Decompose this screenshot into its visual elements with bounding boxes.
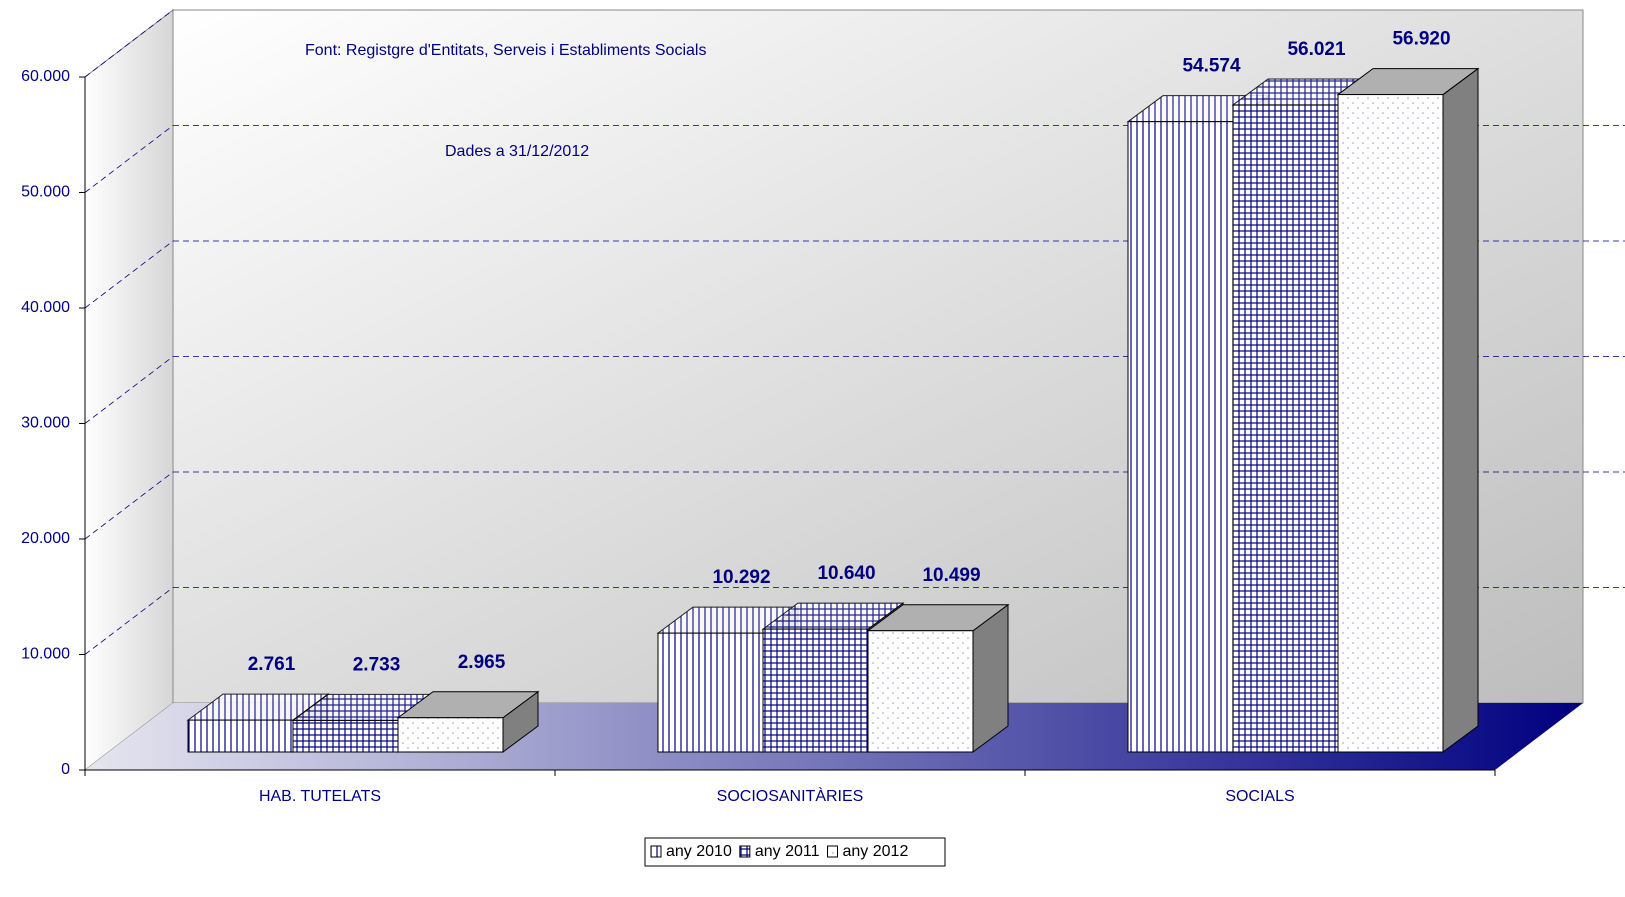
legend-swatch (739, 845, 751, 858)
legend-label: any 2010 (666, 843, 732, 860)
bar (867, 630, 974, 753)
legend-swatch (827, 845, 838, 858)
annotation: Dades a 31/12/2012 (445, 143, 589, 160)
value-label: 56.021 (1287, 39, 1346, 60)
value-label: 10.640 (817, 563, 875, 584)
y-tick-label: 50.000 (21, 184, 70, 201)
value-label: 2.761 (248, 654, 296, 675)
bar (762, 628, 869, 753)
x-tick-label: HAB. TUTELATS (259, 788, 381, 805)
legend-swatch (650, 845, 662, 858)
legend (644, 837, 946, 867)
y-tick-label: 0 (61, 761, 70, 778)
x-tick-label: SOCIOSANITÀRIES (717, 786, 864, 805)
bar (187, 719, 294, 753)
bar (657, 632, 764, 753)
bar (1337, 94, 1444, 753)
y-tick-label: 30.000 (21, 415, 70, 432)
bar (1127, 121, 1234, 753)
value-label: 2.733 (353, 654, 401, 675)
legend-label: any 2012 (843, 843, 909, 860)
y-tick-label: 10.000 (21, 646, 70, 663)
grid-line (84, 471, 174, 540)
value-label: 2.965 (458, 652, 506, 673)
grid-line (84, 587, 174, 655)
y-tick-label: 40.000 (21, 299, 70, 316)
grid-line (84, 125, 174, 193)
x-tick-label: SOCIALS (1225, 788, 1294, 805)
value-label: 54.574 (1182, 56, 1241, 77)
bar (1232, 104, 1339, 753)
legend-label: any 2011 (755, 843, 820, 860)
value-label: 10.292 (712, 567, 770, 588)
grid-line (84, 240, 174, 309)
bar (292, 719, 399, 753)
grid-line (84, 9, 174, 78)
value-label: 10.499 (922, 565, 980, 586)
bar-side (1442, 67, 1479, 753)
bar (397, 717, 504, 753)
grid-line (84, 356, 174, 424)
y-tick-label: 60.000 (21, 68, 70, 85)
annotation: Font: Registgre d'Entitats, Serveis i Es… (305, 42, 706, 59)
value-label: 56.920 (1392, 29, 1450, 50)
y-tick-label: 20.000 (21, 530, 70, 547)
